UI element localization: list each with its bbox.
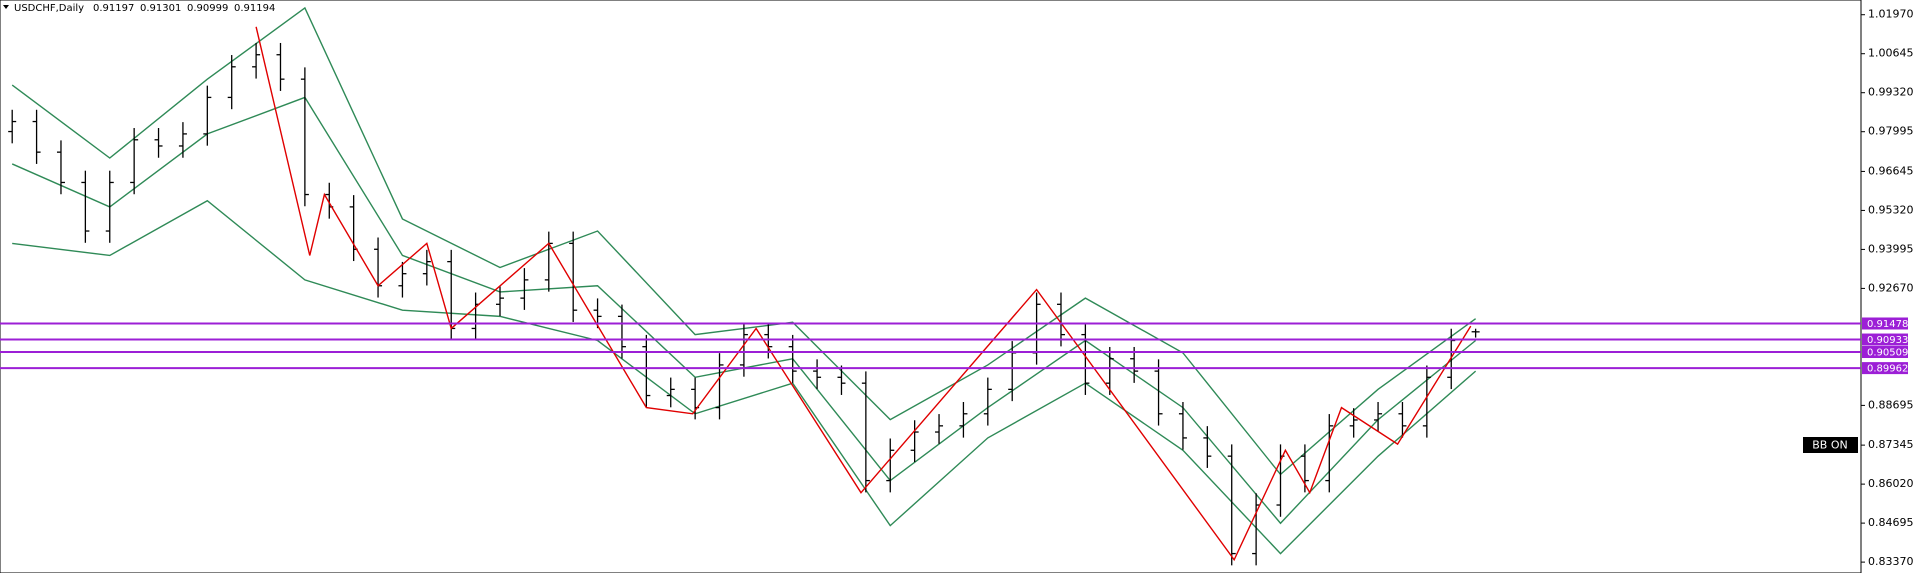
header-close: 0.91194 bbox=[234, 3, 275, 14]
level-label: 0.89962 bbox=[1867, 364, 1908, 375]
level-label-bg bbox=[1862, 362, 1908, 375]
level-label-bg bbox=[1862, 346, 1908, 359]
y-tick-label: 0.88695 bbox=[1868, 398, 1913, 411]
level-label: 0.90933 bbox=[1867, 335, 1908, 346]
y-tick-label: 0.92670 bbox=[1868, 281, 1913, 294]
y-tick-label: 0.99320 bbox=[1868, 86, 1913, 99]
level-label-bg bbox=[1862, 317, 1908, 330]
symbol-label: USDCHF,Daily bbox=[14, 3, 84, 14]
y-tick-label: 1.01970 bbox=[1868, 8, 1913, 21]
y-tick-label: 1.00645 bbox=[1868, 47, 1913, 60]
plot-frame bbox=[0, 0, 1862, 573]
y-tick-label: 0.86020 bbox=[1868, 477, 1913, 490]
level-label: 0.90509 bbox=[1867, 348, 1908, 359]
level-label: 0.91478 bbox=[1867, 319, 1908, 330]
header-high: 0.91301 bbox=[140, 3, 181, 14]
y-tick-label: 0.95320 bbox=[1868, 203, 1913, 216]
y-tick-label: 0.84695 bbox=[1868, 516, 1913, 529]
menu-arrow[interactable] bbox=[3, 5, 9, 9]
zigzag bbox=[255, 26, 1472, 562]
y-tick-label: 0.97995 bbox=[1868, 125, 1913, 138]
header-open: 0.91197 bbox=[93, 3, 134, 14]
bb-button-bg[interactable] bbox=[1803, 437, 1858, 453]
y-tick-label: 0.93995 bbox=[1868, 242, 1913, 255]
y-tick-label: 0.83370 bbox=[1868, 555, 1913, 568]
y-tick-label: 0.96645 bbox=[1868, 164, 1913, 177]
level-label-bg bbox=[1862, 333, 1908, 346]
y-tick-label: 0.87345 bbox=[1868, 438, 1913, 451]
header-low: 0.90999 bbox=[187, 3, 228, 14]
bb-button-label[interactable]: BB ON bbox=[1812, 439, 1847, 452]
